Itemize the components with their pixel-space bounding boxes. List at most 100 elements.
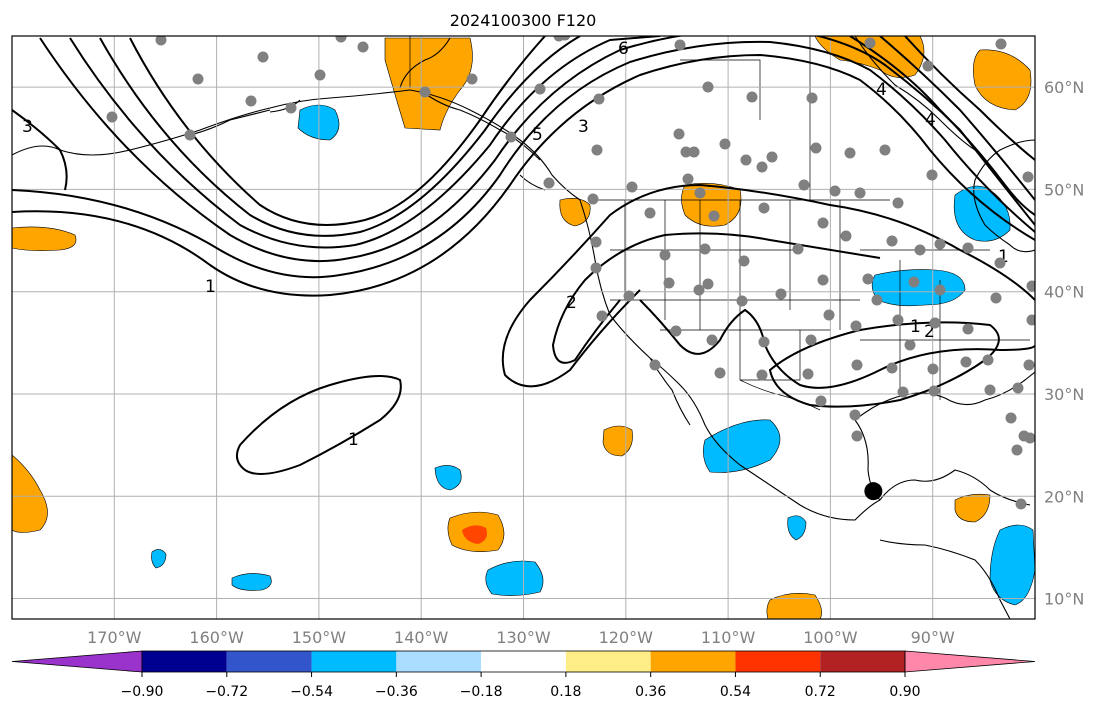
longitude-label: 130°W [496, 628, 551, 647]
contour-label: 2 [924, 322, 935, 342]
station-dot [505, 131, 517, 143]
latitude-label: 30°N [1044, 385, 1084, 404]
station-dot [644, 207, 656, 219]
station-dot [419, 86, 431, 98]
colorbar-tick-label: 0.54 [720, 684, 751, 700]
station-dot [663, 277, 675, 289]
colorbar-segment [396, 651, 482, 672]
station-dot [587, 193, 599, 205]
station-dot [736, 295, 748, 307]
station-dot [927, 363, 939, 375]
blue-anomaly [434, 465, 462, 491]
latitude-label: 60°N [1044, 78, 1084, 97]
colorbar-tick-label: 0.72 [805, 684, 836, 700]
colorbar-tick-label: −0.72 [205, 684, 248, 700]
station-dot [673, 128, 685, 140]
longitude-label: 90°W [911, 628, 955, 647]
station-dot [466, 73, 478, 85]
colorbar-tick-label: 0.36 [635, 684, 666, 700]
station-dot [670, 325, 682, 337]
station-markers [106, 36, 1035, 510]
station-dot [897, 386, 909, 398]
map-area: 3 6 5 4 3 1 2 1 1 1 2 4 [12, 36, 1035, 619]
orange-anomaly [973, 49, 1032, 111]
station-dot [694, 187, 706, 199]
station-dot [1024, 432, 1035, 444]
station-dot [806, 92, 818, 104]
station-dot [1026, 314, 1035, 326]
station-dot [775, 288, 787, 300]
station-dot [922, 60, 934, 72]
station-dot [892, 314, 904, 326]
longitude-labels: 170°W 160°W 150°W 140°W 130°W 120°W 110°W 100°W… [87, 628, 955, 647]
station-dot [688, 146, 700, 158]
station-dot [928, 385, 940, 397]
station-dot [815, 395, 827, 407]
orange-anomaly [602, 425, 633, 457]
station-dot [257, 51, 269, 63]
station-dot [817, 217, 829, 229]
contour-label: 4 [876, 80, 887, 100]
station-dot [335, 36, 347, 43]
red-anomaly [462, 525, 487, 544]
station-dot [649, 359, 661, 371]
longitude-label: 140°W [394, 628, 449, 647]
station-dot [844, 147, 856, 159]
station-dot [1005, 412, 1017, 424]
station-dot [1015, 498, 1027, 510]
orange-anomaly [954, 493, 991, 523]
station-dot [623, 290, 635, 302]
station-dot [929, 317, 941, 329]
station-dot [854, 187, 866, 199]
station-dot [829, 185, 841, 197]
station-dot [596, 310, 608, 322]
station-dot [543, 177, 555, 189]
station-dot [702, 278, 714, 290]
station-dot [886, 362, 898, 374]
station-dot [1011, 444, 1023, 456]
station-dot [357, 41, 369, 53]
station-dot [626, 181, 638, 193]
contour-label: 1 [998, 247, 1009, 267]
contour-labels: 3 6 5 4 3 1 2 1 1 1 2 4 [22, 39, 1009, 450]
station-dot [962, 323, 974, 335]
station-dot [706, 334, 718, 346]
colorbar-tick-label: 0.18 [550, 684, 581, 700]
grid-lines [12, 36, 1035, 619]
blue-anomaly [953, 185, 1011, 242]
station-dot [680, 146, 692, 158]
station-dot [659, 249, 671, 261]
station-dot [960, 356, 972, 368]
station-dot [682, 173, 694, 185]
longitude-label: 120°W [599, 628, 654, 647]
colorbar-segment [565, 651, 651, 672]
blue-anomaly [231, 573, 272, 591]
station-dot [995, 38, 1007, 50]
station-dot [534, 83, 546, 95]
station-dot [984, 384, 996, 396]
station-dot [106, 111, 118, 123]
station-dot [962, 242, 974, 254]
station-dot [1012, 382, 1024, 394]
latitude-label: 40°N [1044, 283, 1084, 302]
longitude-label: 100°W [803, 628, 858, 647]
latitude-labels: 10°N 20°N 30°N 40°N 50°N 60°N [1044, 78, 1084, 608]
station-dot [184, 129, 196, 141]
station-dot [756, 369, 768, 381]
colorbar-tick-label: −0.54 [290, 684, 333, 700]
station-dot [864, 37, 876, 49]
map-frame [11, 35, 1036, 620]
station-dot [934, 238, 946, 250]
station-dot [674, 39, 686, 51]
station-dot [871, 294, 883, 306]
contour-label: 1 [348, 430, 359, 450]
station-dot [714, 367, 726, 379]
colorbar-tick-label: −0.36 [375, 684, 418, 700]
longitude-label: 150°W [292, 628, 347, 647]
station-dot [823, 309, 835, 321]
blue-anomaly [989, 524, 1035, 606]
station-dot [590, 262, 602, 274]
station-dot [840, 230, 852, 242]
station-dot [758, 202, 770, 214]
